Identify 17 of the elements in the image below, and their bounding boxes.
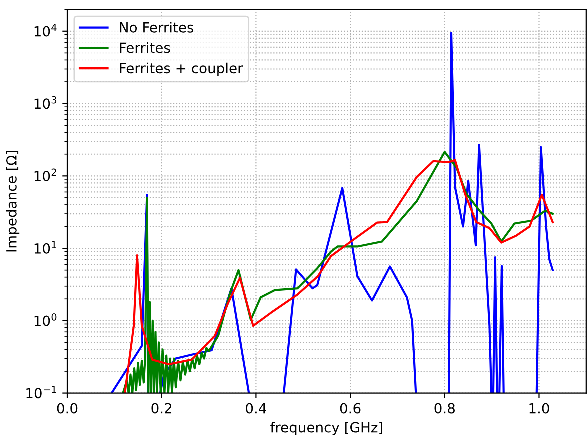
y-tick-label: 10$^{0}$ [34, 314, 57, 326]
x-tick-label: 1.0 [530, 403, 550, 414]
y-tick-label: 10$^{2}$ [34, 168, 56, 182]
legend-label: Ferrites [120, 42, 170, 54]
x-tick-label: 0.2 [152, 403, 172, 414]
x-tick-label: 0.8 [434, 403, 455, 414]
x-tick-label: 0.6 [340, 403, 361, 414]
legend-label: No Ferrites [120, 22, 194, 33]
x-axis-title: frequency [GHz] [270, 422, 382, 436]
y-tick-label: 10$^{−1}$ [26, 386, 56, 399]
legend-label: Ferrites + coupler [120, 62, 244, 76]
x-tick-label: 0.0 [57, 403, 78, 414]
x-tick-label: 0.4 [246, 403, 266, 414]
y-tick-label: 10$^{1}$ [34, 241, 56, 254]
y-axis-title: Impedance [Ω] [6, 151, 20, 252]
y-tick-label: 10$^{4}$ [34, 24, 57, 37]
y-tick-label: 10$^{3}$ [34, 96, 57, 110]
